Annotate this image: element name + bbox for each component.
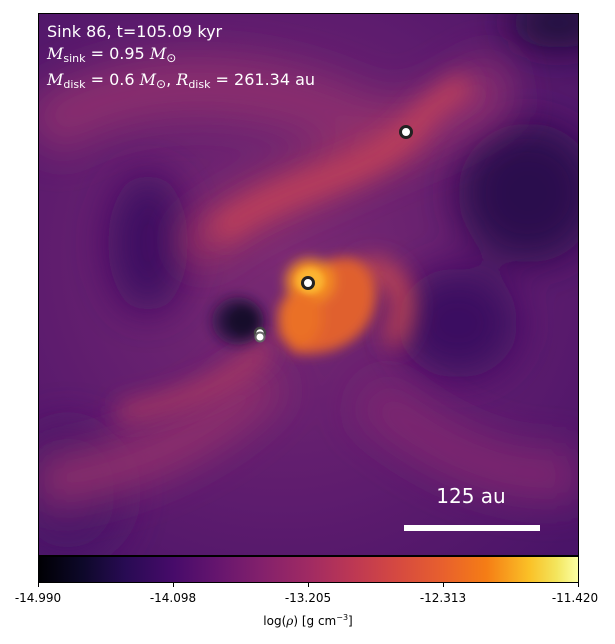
central-cavity xyxy=(212,297,264,345)
sink-upper-right xyxy=(399,125,413,139)
inner-spiral-arms xyxy=(116,73,474,422)
sink-time-label: Sink 86, t=105.09 kyr xyxy=(47,22,223,41)
colorbar-tick-3 xyxy=(443,583,444,587)
colorbar-title: log(ρ) [g cm−3] xyxy=(263,613,353,628)
density-projection-panel xyxy=(38,13,579,556)
sink-lower-b xyxy=(254,331,266,343)
colorbar-tick-label-2: -13.205 xyxy=(284,591,332,605)
sink-mass-label: Msink = 0.95 M⊙ xyxy=(47,43,177,65)
sink-particles xyxy=(253,125,413,343)
colorbar-tick-2 xyxy=(308,583,309,587)
colorbar-tick-label-3: -12.313 xyxy=(419,591,467,605)
density-map xyxy=(38,13,579,556)
colorbar xyxy=(38,556,579,583)
colorbar-tick-label-4: -11.420 xyxy=(551,591,599,605)
colorbar-tick-label-1: -14.098 xyxy=(149,591,197,605)
disk-info-label: Mdisk = 0.6 M⊙, Rdisk = 261.34 au xyxy=(47,70,316,91)
sink-info-annotation: Sink 86, t=105.09 kyr Msink = 0.95 M⊙ Md… xyxy=(47,21,315,96)
sink-central xyxy=(301,276,315,290)
colorbar-tick-0 xyxy=(38,583,39,587)
scale-bar xyxy=(404,525,540,531)
colorbar-tick-label-0: -14.990 xyxy=(14,591,62,605)
scale-bar-label: 125 au xyxy=(436,484,506,508)
colorbar-tick-1 xyxy=(173,583,174,587)
colorbar-tick-4 xyxy=(578,583,579,587)
